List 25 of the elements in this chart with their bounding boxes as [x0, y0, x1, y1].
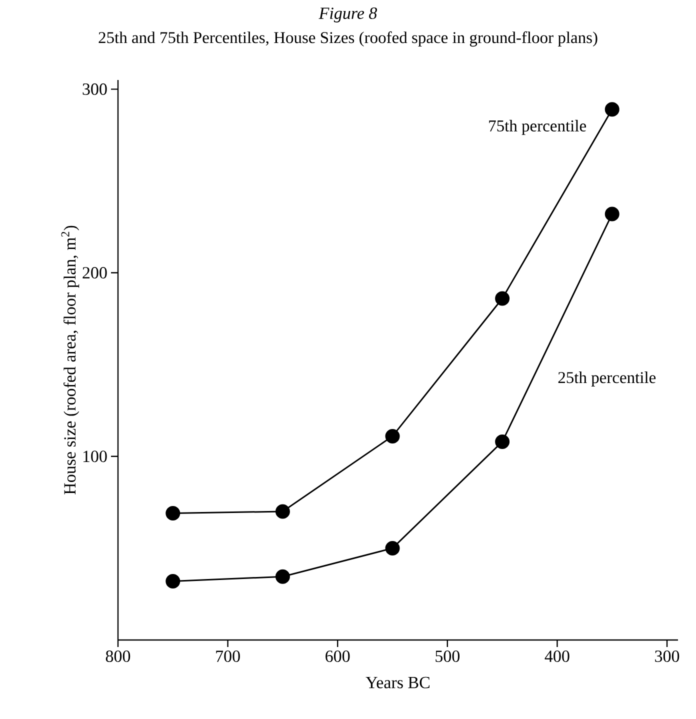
- series-label: 25th percentile: [558, 372, 656, 387]
- point: [166, 506, 180, 521]
- x-axis-title: Years BC: [366, 676, 430, 688]
- chart-subtitle: 25th and 75th Percentiles, House Sizes (roofed space in ground-floor plans): [98, 31, 598, 47]
- x-tick-label: 700: [216, 650, 240, 662]
- x-tick-label: 400: [544, 650, 570, 662]
- y-tick-label: 200: [82, 267, 107, 279]
- point: [495, 434, 510, 449]
- x-tick-label: 500: [436, 650, 460, 662]
- point: [385, 428, 400, 444]
- y-tick-label: 100: [83, 450, 107, 462]
- point: [275, 504, 290, 519]
- point: [604, 206, 620, 222]
- chart-title: Figure 8: [318, 8, 377, 22]
- x-tick-label: 300: [655, 650, 680, 662]
- y-tick-label: 300: [82, 83, 107, 95]
- point: [604, 102, 620, 117]
- point: [385, 540, 400, 556]
- point: [166, 574, 180, 588]
- x-tick-label: 600: [326, 650, 350, 662]
- series-label: 75th percentile: [489, 120, 586, 135]
- y-axis-title: House size (roofed area, floor plan, m$^{2}$): [61, 226, 80, 494]
- x-tick-label: 800: [106, 650, 130, 662]
- point: [275, 569, 290, 584]
- point: [495, 291, 510, 306]
